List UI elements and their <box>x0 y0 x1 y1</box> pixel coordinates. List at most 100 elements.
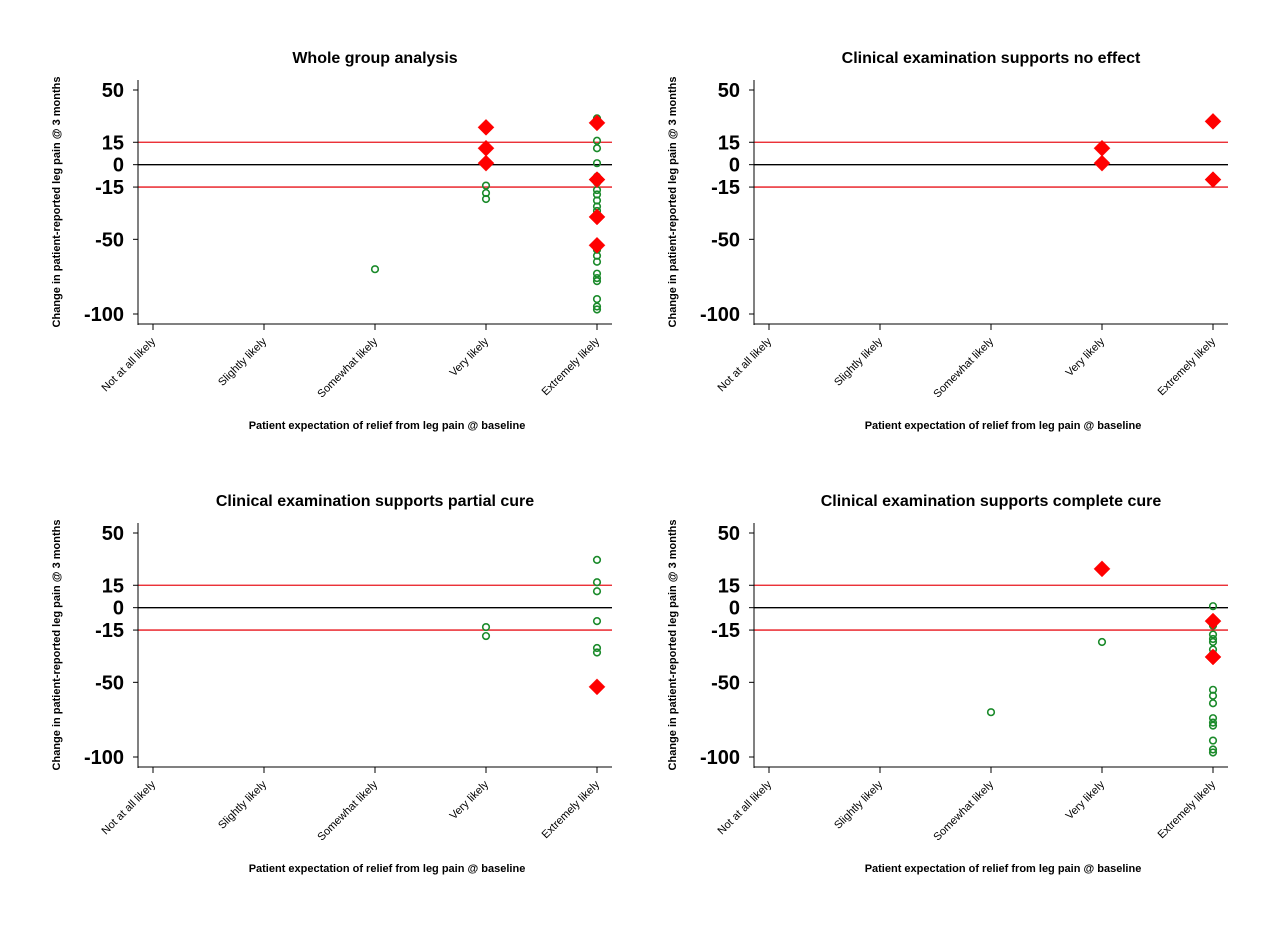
x-tick-label: Not at all likely <box>715 778 774 837</box>
x-tick-label: Extremely likely <box>540 335 603 398</box>
hollow-point <box>1208 699 1218 708</box>
diamond-point <box>1204 171 1222 188</box>
y-tick-label: 50 <box>718 80 740 102</box>
y-tick-label: 15 <box>718 132 740 154</box>
diamond-point <box>588 236 606 254</box>
hollow-point <box>481 622 491 632</box>
y-tick-label: -15 <box>95 620 124 642</box>
x-tick-label: Slightly likely <box>832 778 885 831</box>
hollow-point <box>1208 634 1218 644</box>
y-tick-label: -15 <box>711 177 740 199</box>
y-tick-label: 0 <box>113 598 124 620</box>
x-tick-label: Slightly likely <box>216 778 269 831</box>
hollow-point <box>592 269 602 278</box>
x-tick-label: Extremely likely <box>1156 335 1219 398</box>
hollow-point <box>592 302 602 311</box>
x-axis-label: Patient expectation of relief from leg p… <box>249 863 526 875</box>
hollow-point <box>592 587 602 596</box>
hollow-point <box>1097 637 1107 647</box>
diamond-point <box>477 154 495 172</box>
hollow-point <box>481 631 491 641</box>
diamond-point <box>1093 154 1111 172</box>
diamond-point <box>588 678 606 696</box>
y-tick-label: -100 <box>700 747 740 769</box>
y-tick-label: 0 <box>729 598 740 620</box>
hollow-point <box>592 648 602 657</box>
hollow-point <box>592 136 602 145</box>
y-tick-label: -50 <box>95 672 124 694</box>
hollow-point <box>592 617 602 626</box>
y-tick-label: 50 <box>102 80 124 102</box>
x-tick-label: Somewhat likely <box>315 778 380 843</box>
panel-title: Clinical examination supports complete c… <box>821 493 1162 510</box>
diamond-point <box>588 171 606 188</box>
diamond-point <box>588 208 606 226</box>
x-tick-label: Somewhat likely <box>931 778 996 843</box>
y-tick-label: -100 <box>700 304 740 326</box>
x-tick-label: Not at all likely <box>99 778 158 837</box>
diamond-point <box>588 114 606 132</box>
hollow-point <box>592 294 602 304</box>
x-tick-label: Very likely <box>1064 335 1108 379</box>
y-axis-label: Change in patient-reported leg pain @ 3 … <box>51 520 63 771</box>
y-tick-label: -100 <box>84 747 124 769</box>
y-tick-label: -50 <box>711 672 740 694</box>
hollow-point <box>592 257 602 266</box>
chart-panel-2: Clinical examination supports no effect C… <box>667 50 1228 432</box>
hollow-point <box>481 181 491 190</box>
x-tick-label: Not at all likely <box>715 335 774 394</box>
hollow-point <box>1208 718 1218 727</box>
y-tick-label: 15 <box>102 575 124 597</box>
hollow-point <box>1208 637 1218 647</box>
y-tick-label: 50 <box>102 523 124 545</box>
diamond-point <box>1204 113 1222 130</box>
x-axis-label: Patient expectation of relief from leg p… <box>249 420 526 432</box>
hollow-point <box>1208 714 1218 723</box>
y-tick-label: 15 <box>102 132 124 154</box>
y-tick-label: -50 <box>95 229 124 251</box>
hollow-point <box>986 708 996 717</box>
x-tick-label: Slightly likely <box>832 335 885 388</box>
hollow-point <box>592 578 602 587</box>
diamond-point <box>1204 612 1222 630</box>
chart-panel-3: Clinical examination supports partial cu… <box>51 493 612 875</box>
hollow-point <box>1208 736 1218 745</box>
x-tick-label: Very likely <box>1064 778 1108 822</box>
x-axis-label: Patient expectation of relief from leg p… <box>865 420 1142 432</box>
panel-title: Clinical examination supports no effect <box>842 50 1141 67</box>
y-axis-label: Change in patient-reported leg pain @ 3 … <box>667 77 679 328</box>
x-tick-label: Somewhat likely <box>931 335 996 400</box>
x-tick-label: Very likely <box>448 778 492 822</box>
hollow-point <box>1208 745 1218 754</box>
x-tick-label: Very likely <box>448 335 492 379</box>
y-tick-label: 15 <box>718 575 740 597</box>
hollow-point <box>592 643 602 653</box>
diamond-point <box>1093 560 1111 578</box>
x-tick-label: Extremely likely <box>540 778 603 841</box>
hollow-point <box>592 555 602 564</box>
hollow-point <box>1208 721 1218 730</box>
x-tick-label: Somewhat likely <box>315 335 380 400</box>
hollow-point <box>1208 630 1218 639</box>
x-tick-label: Slightly likely <box>216 335 269 388</box>
chart-panel-1: Whole group analysis Change in patient-re… <box>51 50 612 432</box>
x-tick-label: Not at all likely <box>99 335 158 394</box>
y-axis-label: Change in patient-reported leg pain @ 3 … <box>51 77 63 328</box>
y-tick-label: -100 <box>84 304 124 326</box>
hollow-point <box>592 144 602 153</box>
diamond-point <box>1204 648 1222 666</box>
hollow-point <box>481 194 491 204</box>
diamond-point <box>477 118 495 136</box>
hollow-point <box>592 305 602 314</box>
hollow-point <box>370 265 380 274</box>
y-tick-label: 50 <box>718 523 740 545</box>
chart-panel-4: Clinical examination supports complete c… <box>667 493 1228 875</box>
hollow-point <box>592 277 602 286</box>
y-tick-label: 0 <box>729 155 740 177</box>
y-tick-label: 0 <box>113 155 124 177</box>
y-axis-label: Change in patient-reported leg pain @ 3 … <box>667 520 679 771</box>
hollow-point <box>1208 602 1218 611</box>
panel-title: Whole group analysis <box>292 50 457 67</box>
panel-title: Clinical examination supports partial cu… <box>216 493 534 510</box>
